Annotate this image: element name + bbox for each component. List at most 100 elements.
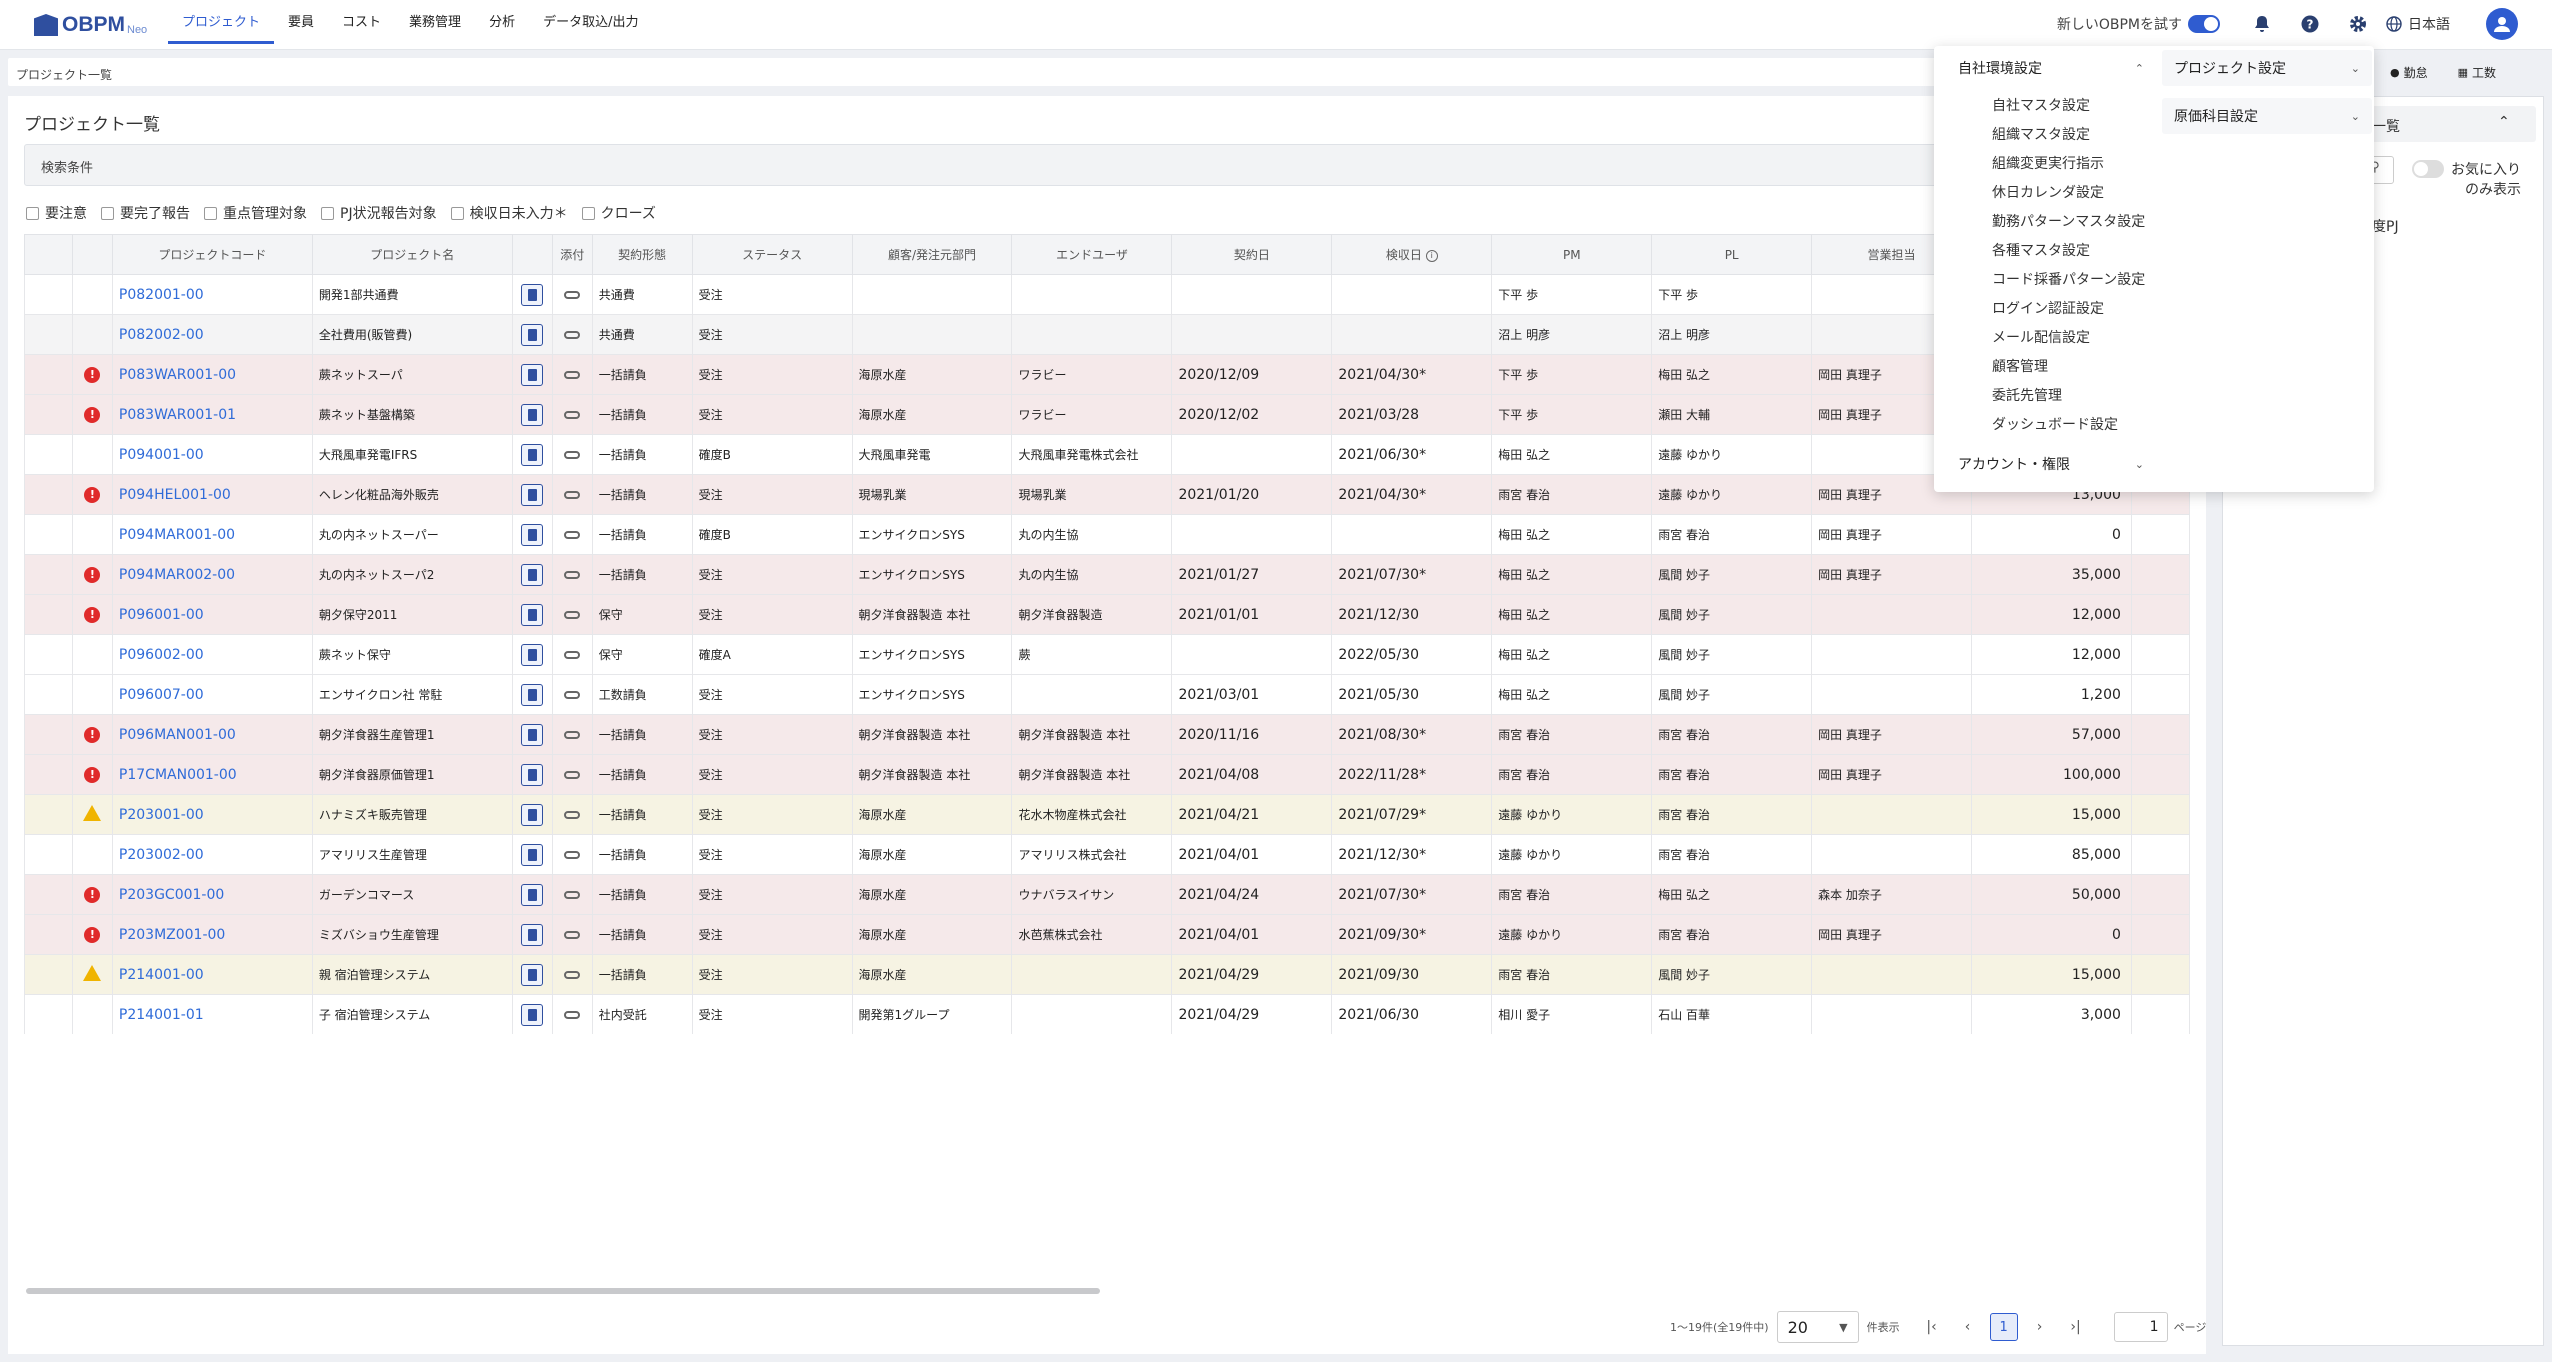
row-select-cell[interactable]	[24, 274, 73, 315]
link-icon[interactable]	[564, 611, 581, 619]
col-status[interactable]: ステータス	[691, 234, 853, 275]
project-code-link[interactable]: P082001-00	[111, 274, 313, 315]
row-select-cell[interactable]	[24, 474, 73, 515]
nav-project[interactable]: プロジェクト	[168, 0, 275, 44]
filter-completion-report[interactable]: 要完了報告	[101, 203, 190, 223]
page-number-input[interactable]: 1	[2113, 1312, 2168, 1342]
row-select-cell[interactable]	[24, 754, 73, 795]
col-pm[interactable]: PM	[1491, 234, 1653, 275]
project-code-link[interactable]: P17CMAN001-00	[111, 754, 313, 795]
table-row[interactable]: ! P17CMAN001-00 朝夕洋食器原価管理1 一括請負 受注 朝夕洋食器製造 本社…	[24, 754, 2190, 795]
workhours-link[interactable]: ▦ 工数	[2458, 64, 2496, 81]
row-select-cell[interactable]	[24, 994, 73, 1034]
first-page-button[interactable]: |‹	[1926, 1319, 1937, 1335]
document-icon[interactable]	[521, 763, 544, 786]
gear-icon[interactable]	[2348, 14, 2368, 34]
project-code-link[interactable]: P096007-00	[111, 674, 313, 715]
filter-acceptance-missing[interactable]: 検収日未入力＊	[450, 203, 568, 223]
table-row[interactable]: P082002-00 全社費用(販管費) 共通費 受注 沼上 明彦 沼上 明彦	[24, 314, 2190, 355]
table-row[interactable]: ! P083WAR001-00 蕨ネットスーパ 一括請負 受注 海原水産 ワラビー 2020/…	[24, 354, 2190, 395]
link-icon[interactable]	[564, 971, 581, 979]
horizontal-scrollbar[interactable]	[26, 1288, 1100, 1294]
row-select-cell[interactable]	[24, 354, 73, 395]
project-code-link[interactable]: P094001-00	[111, 434, 313, 475]
settings-menu-item[interactable]: 委託先管理	[1992, 388, 2062, 404]
col-acceptance-date[interactable]: 検収日 i	[1331, 234, 1493, 275]
breadcrumb[interactable]: プロジェクト一覧	[16, 68, 113, 82]
last-page-button[interactable]: ›|	[2070, 1319, 2081, 1335]
table-row[interactable]: ! P094MAR002-00 丸の内ネットスーパ2 一括請負 受注 エンサイクロンSYS…	[24, 554, 2190, 595]
settings-project[interactable]: プロジェクト設定 ⌄	[2162, 50, 2372, 86]
filter-pj-status-report[interactable]: PJ状況報告対象	[321, 203, 437, 223]
settings-section-account[interactable]: アカウント・権限 ⌄	[1946, 446, 2156, 482]
project-code-link[interactable]: P214001-00	[111, 954, 313, 995]
link-icon[interactable]	[564, 931, 581, 939]
table-row[interactable]: P096007-00 エンサイクロン社 常駐 工数請負 受注 エンサイクロンSYS 202…	[24, 674, 2190, 715]
row-select-cell[interactable]	[24, 594, 73, 635]
document-icon[interactable]	[521, 723, 544, 746]
link-icon[interactable]	[564, 811, 581, 819]
settings-section-company[interactable]: 自社環境設定 ⌃	[1946, 50, 2156, 86]
col-contract-date[interactable]: 契約日	[1171, 234, 1333, 275]
settings-menu-item[interactable]: コード採番パターン設定	[1992, 272, 2146, 288]
row-select-cell[interactable]	[24, 834, 73, 875]
table-row[interactable]: P214001-01 子 宿泊管理システム 社内受託 受注 開発第1グループ 2021/0…	[24, 994, 2190, 1034]
filter-closed[interactable]: クローズ	[581, 203, 656, 223]
search-icon[interactable]: ⚲	[2370, 160, 2380, 175]
link-icon[interactable]	[564, 411, 581, 419]
project-code-link[interactable]: P203MZ001-00	[111, 914, 313, 955]
checkbox[interactable]	[321, 206, 334, 220]
link-icon[interactable]	[564, 891, 581, 899]
col-customer[interactable]: 顧客/発注元部門	[851, 234, 1013, 275]
project-code-link[interactable]: P203002-00	[111, 834, 313, 875]
row-select-cell[interactable]	[24, 514, 73, 555]
document-icon[interactable]	[521, 923, 544, 946]
table-row[interactable]: ! P096001-00 朝夕保守2011 保守 受注 朝夕洋食器製造 本社 朝夕洋食器製造…	[24, 594, 2190, 635]
prev-page-button[interactable]: ‹	[1964, 1319, 1971, 1335]
table-row[interactable]: ! P096MAN001-00 朝夕洋食器生産管理1 一括請負 受注 朝夕洋食器製造 本社…	[24, 714, 2190, 755]
link-icon[interactable]	[564, 691, 581, 699]
row-select-cell[interactable]	[24, 914, 73, 955]
row-select-cell[interactable]	[24, 634, 73, 675]
project-code-link[interactable]: P083WAR001-01	[111, 394, 313, 435]
row-select-cell[interactable]	[24, 954, 73, 995]
info-icon[interactable]: i	[1425, 249, 1438, 262]
settings-menu-item[interactable]: 休日カレンダ設定	[1992, 185, 2104, 201]
table-row[interactable]: P203002-00 アマリリス生産管理 一括請負 受注 海原水産 アマリリス株式会社 20…	[24, 834, 2190, 875]
project-code-link[interactable]: P096001-00	[111, 594, 313, 635]
try-new-toggle[interactable]	[2188, 15, 2220, 33]
document-icon[interactable]	[521, 603, 544, 626]
table-row[interactable]: P094001-00 大飛風車発電IFRS 一括請負 確度B 大飛風車発電 大飛風車発電株…	[24, 434, 2190, 475]
link-icon[interactable]	[564, 851, 581, 859]
row-select-cell[interactable]	[24, 874, 73, 915]
app-logo[interactable]: OBPM Neo	[34, 10, 147, 40]
row-select-cell[interactable]	[24, 714, 73, 755]
nav-staff[interactable]: 要員	[288, 15, 315, 30]
link-icon[interactable]	[564, 491, 581, 499]
col-project-name[interactable]: プロジェクト名	[311, 234, 513, 275]
table-row[interactable]: P214001-00 親 宿泊管理システム 一括請負 受注 海原水産 2021/04/29…	[24, 954, 2190, 995]
document-icon[interactable]	[521, 283, 544, 306]
settings-menu-item[interactable]: 組織変更実行指示	[1992, 156, 2104, 172]
chevron-up-icon[interactable]: ⌃	[2498, 114, 2510, 130]
settings-menu-item[interactable]: 各種マスタ設定	[1992, 243, 2090, 259]
project-code-link[interactable]: P094MAR002-00	[111, 554, 313, 595]
document-icon[interactable]	[521, 323, 544, 346]
next-page-button[interactable]: ›	[2036, 1319, 2043, 1335]
row-select-cell[interactable]	[24, 674, 73, 715]
table-row[interactable]: ! P203MZ001-00 ミズバショウ生産管理 一括請負 受注 海原水産 水芭蕉株式会社…	[24, 914, 2190, 955]
project-code-link[interactable]: P096MAN001-00	[111, 714, 313, 755]
link-icon[interactable]	[564, 771, 581, 779]
document-icon[interactable]	[521, 363, 544, 386]
document-icon[interactable]	[521, 963, 544, 986]
col-enduser[interactable]: エンドユーザ	[1011, 234, 1173, 275]
settings-menu-item[interactable]: 組織マスタ設定	[1992, 127, 2090, 143]
nav-data-io[interactable]: データ取込/出力	[543, 15, 639, 30]
checkbox[interactable]	[101, 206, 114, 220]
link-icon[interactable]	[564, 731, 581, 739]
per-page-select[interactable]: 20 ▼	[1776, 1311, 1859, 1343]
row-select-cell[interactable]	[24, 794, 73, 835]
document-icon[interactable]	[521, 883, 544, 906]
table-row[interactable]: ! P083WAR001-01 蕨ネット基盤構築 一括請負 受注 海原水産 ワラビー 2020…	[24, 394, 2190, 435]
filter-attention[interactable]: 要注意	[26, 203, 87, 223]
